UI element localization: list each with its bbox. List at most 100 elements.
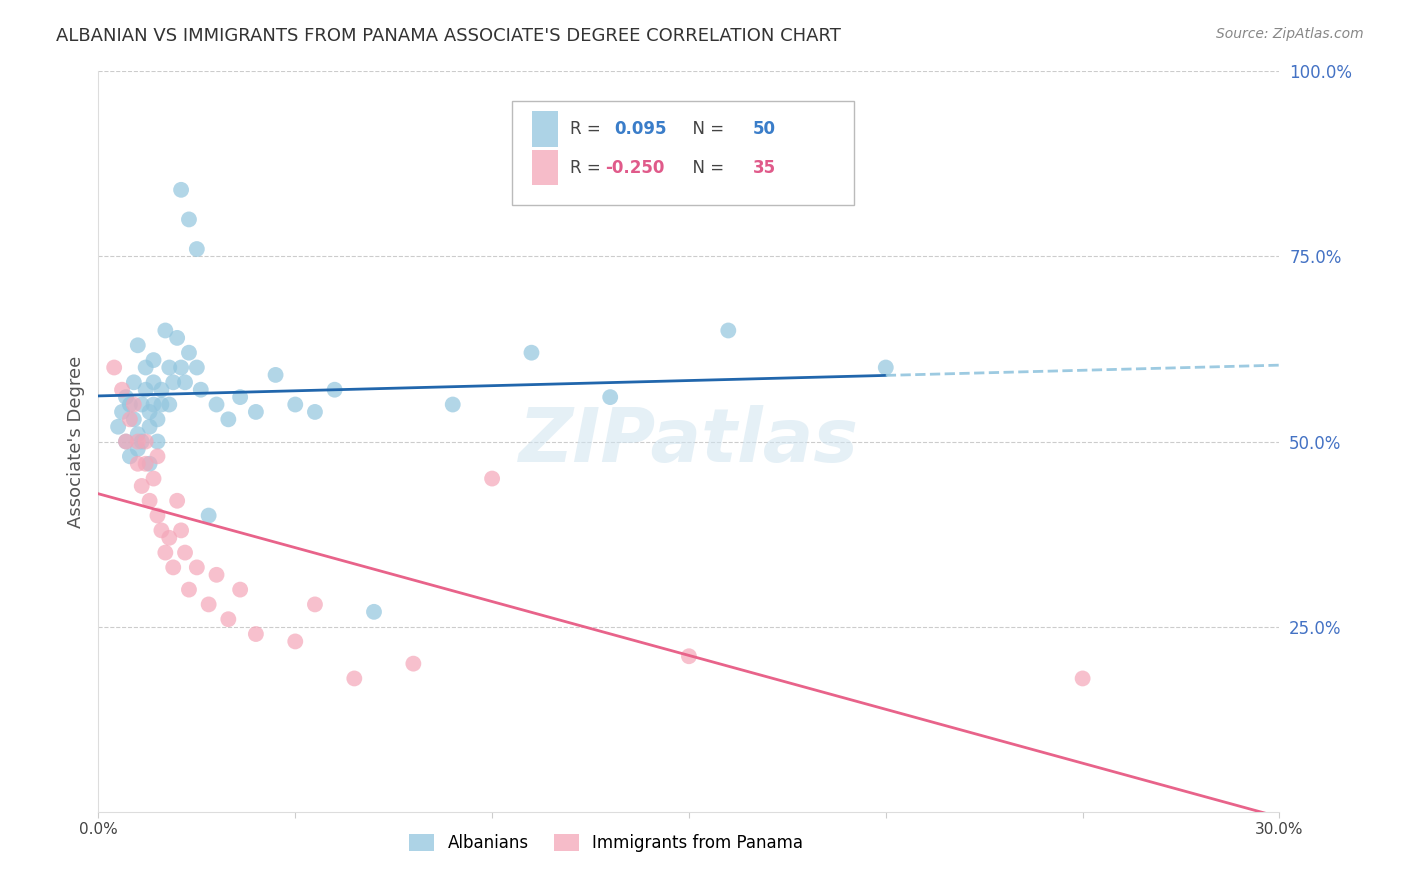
Point (146, 508, 169, 523)
Point (1071, 672, 1094, 686)
Point (177, 582, 200, 597)
Point (245, 405, 267, 419)
Point (127, 434, 149, 449)
FancyBboxPatch shape (512, 101, 855, 204)
Point (122, 376, 145, 390)
Point (122, 398, 145, 412)
Point (103, 360, 125, 375)
Point (150, 383, 173, 397)
Point (599, 390, 621, 404)
Point (481, 471, 503, 485)
Point (131, 479, 153, 493)
Point (217, 412, 239, 426)
Point (875, 360, 897, 375)
Point (146, 450, 169, 464)
Text: R =: R = (569, 120, 606, 138)
Point (177, 345, 200, 359)
Point (138, 419, 160, 434)
Point (142, 376, 165, 390)
Text: ALBANIAN VS IMMIGRANTS FROM PANAMA ASSOCIATE'S DEGREE CORRELATION CHART: ALBANIAN VS IMMIGRANTS FROM PANAMA ASSOC… (56, 27, 841, 45)
Text: R =: R = (569, 159, 606, 177)
Point (127, 338, 149, 352)
Point (205, 398, 228, 412)
Point (127, 442, 149, 456)
Point (304, 598, 326, 612)
Point (304, 405, 326, 419)
Point (142, 353, 165, 368)
Point (343, 672, 366, 686)
Point (122, 412, 145, 426)
Point (284, 398, 307, 412)
Point (115, 434, 138, 449)
Point (717, 324, 740, 338)
Point (174, 376, 197, 390)
Point (170, 360, 193, 375)
Point (118, 450, 141, 464)
Point (157, 360, 180, 375)
Point (157, 398, 180, 412)
Point (205, 567, 228, 582)
Point (402, 657, 425, 671)
Point (229, 582, 252, 597)
Point (157, 531, 180, 545)
Point (155, 324, 177, 338)
Point (138, 493, 160, 508)
Point (197, 508, 219, 523)
Point (142, 471, 165, 485)
Point (135, 383, 157, 397)
Point (111, 383, 134, 397)
Point (177, 212, 200, 227)
Point (155, 546, 177, 560)
Text: ZIPatlas: ZIPatlas (519, 405, 859, 478)
Point (142, 398, 165, 412)
Point (115, 434, 138, 449)
Point (166, 331, 188, 345)
Point (197, 598, 219, 612)
Point (186, 242, 208, 256)
Point (162, 560, 184, 574)
Point (170, 183, 193, 197)
Point (127, 427, 149, 442)
Point (138, 405, 160, 419)
Point (135, 360, 157, 375)
Text: -0.250: -0.250 (605, 159, 665, 177)
Point (170, 524, 193, 538)
Point (131, 398, 153, 412)
Y-axis label: Associate's Degree: Associate's Degree (66, 355, 84, 528)
Point (186, 360, 208, 375)
Point (146, 434, 169, 449)
Point (190, 383, 212, 397)
Point (363, 605, 385, 619)
Text: 35: 35 (752, 159, 776, 177)
Point (166, 493, 188, 508)
Point (323, 383, 346, 397)
Point (118, 412, 141, 426)
Point (441, 398, 464, 412)
Point (118, 398, 141, 412)
Point (284, 634, 307, 648)
Point (115, 390, 138, 404)
Legend: Albanians, Immigrants from Panama: Albanians, Immigrants from Panama (402, 828, 810, 859)
Point (150, 398, 173, 412)
Text: Source: ZipAtlas.com: Source: ZipAtlas.com (1216, 27, 1364, 41)
Point (186, 560, 208, 574)
Point (245, 627, 267, 641)
Text: N =: N = (682, 159, 730, 177)
Text: N =: N = (682, 120, 730, 138)
Point (127, 457, 149, 471)
Point (135, 457, 157, 471)
Bar (531, 112, 558, 147)
Point (520, 345, 543, 359)
Point (107, 419, 129, 434)
Bar (531, 150, 558, 186)
Point (135, 434, 157, 449)
Point (678, 649, 700, 664)
Point (131, 434, 153, 449)
Text: 50: 50 (752, 120, 776, 138)
Point (174, 546, 197, 560)
Point (138, 457, 160, 471)
Point (150, 524, 173, 538)
Point (264, 368, 287, 382)
Point (146, 412, 169, 426)
Point (229, 390, 252, 404)
